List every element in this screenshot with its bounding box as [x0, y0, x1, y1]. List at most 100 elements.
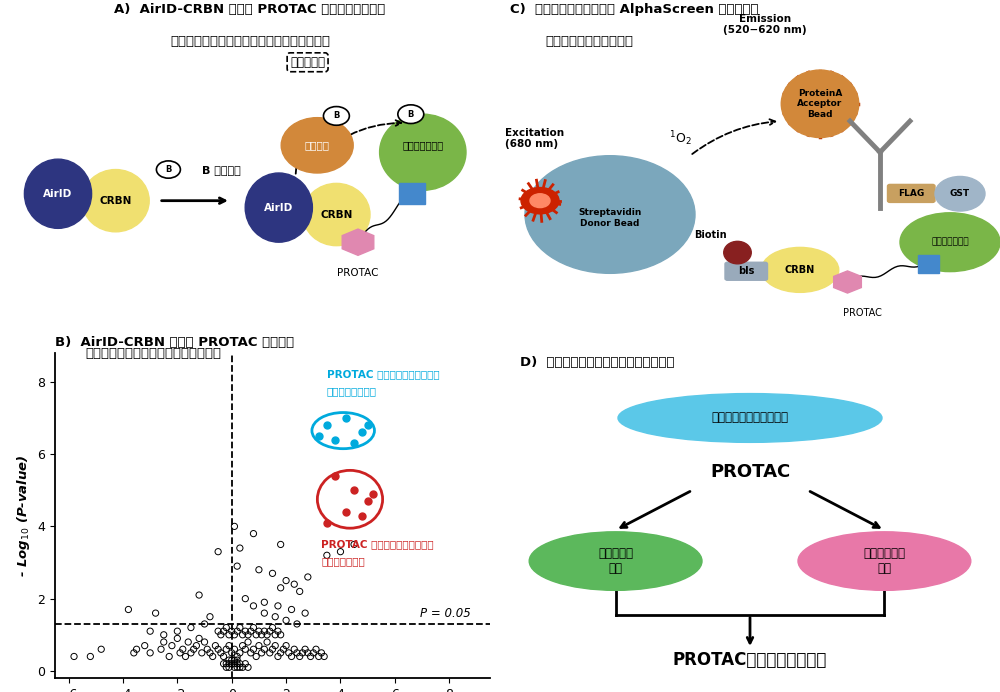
Text: AirID: AirID	[264, 203, 293, 212]
Circle shape	[156, 161, 180, 178]
Point	[120, 604, 136, 615]
Point	[237, 626, 253, 637]
Point	[240, 662, 256, 673]
Circle shape	[398, 104, 424, 123]
Point	[273, 647, 289, 658]
Point	[273, 629, 289, 640]
Ellipse shape	[303, 183, 370, 246]
Point	[264, 622, 280, 633]
Point	[183, 647, 199, 658]
Text: ネオ基質: ネオ基質	[305, 140, 330, 150]
Point	[137, 640, 153, 651]
Text: PROTAC応答における解析: PROTAC応答における解析	[673, 651, 827, 669]
Text: タンパク質候補: タンパク質候補	[321, 556, 365, 566]
Point	[216, 626, 232, 637]
Point	[311, 651, 327, 662]
Point	[289, 619, 305, 630]
Point	[229, 651, 245, 662]
Point	[319, 549, 335, 561]
Point	[273, 539, 289, 550]
Point	[164, 640, 180, 651]
Text: B: B	[333, 111, 340, 120]
Point	[210, 644, 226, 655]
Text: および標的タンパク質のビオチン化の模式図: および標的タンパク質のビオチン化の模式図	[170, 35, 330, 48]
Point	[346, 539, 362, 550]
Point	[161, 651, 177, 662]
Point	[216, 651, 232, 662]
Point	[194, 647, 210, 658]
Point	[278, 575, 294, 586]
Text: CRBN: CRBN	[320, 210, 353, 219]
Point	[256, 597, 272, 608]
Point	[264, 644, 280, 655]
Text: Biotin: Biotin	[694, 230, 726, 240]
Point	[262, 626, 278, 637]
Point	[284, 651, 300, 662]
Point	[213, 629, 229, 640]
Text: CRBN: CRBN	[785, 265, 815, 275]
Point	[199, 644, 215, 655]
Text: Emission
(520−620 nm): Emission (520−620 nm)	[723, 14, 807, 35]
Point	[354, 427, 370, 438]
Point	[172, 647, 188, 658]
Point	[248, 629, 264, 640]
Point	[245, 644, 261, 655]
Circle shape	[530, 194, 550, 208]
Point	[270, 651, 286, 662]
Point	[256, 644, 272, 655]
Point	[224, 626, 240, 637]
Text: 既知のタンパク質: 既知のタンパク質	[327, 386, 377, 396]
Point	[313, 647, 329, 658]
Point	[346, 484, 362, 495]
Point	[251, 640, 267, 651]
Point	[338, 507, 354, 518]
Text: 分解される
基質: 分解される 基質	[598, 547, 633, 575]
Point	[221, 629, 237, 640]
Point	[232, 622, 248, 633]
Text: CRBN: CRBN	[99, 196, 132, 206]
Ellipse shape	[281, 118, 353, 173]
Point	[202, 611, 218, 622]
Point	[270, 626, 286, 637]
Point	[251, 626, 267, 637]
Ellipse shape	[618, 394, 882, 442]
Text: PROTAC: PROTAC	[337, 268, 379, 278]
Text: P = 0.05: P = 0.05	[420, 607, 471, 619]
Point	[207, 640, 223, 651]
Point	[232, 658, 248, 669]
Point	[221, 658, 237, 669]
Point	[221, 662, 237, 673]
Text: B: B	[165, 165, 172, 174]
Point	[82, 651, 98, 662]
Point	[251, 564, 267, 575]
Point	[235, 629, 251, 640]
FancyBboxPatch shape	[725, 262, 768, 280]
Text: ビオチン化タンパク質の網羅的な解析: ビオチン化タンパク質の網羅的な解析	[85, 347, 221, 360]
Point	[275, 644, 291, 655]
Ellipse shape	[798, 531, 971, 590]
Text: bls: bls	[738, 266, 755, 276]
FancyBboxPatch shape	[918, 255, 939, 273]
Point	[338, 412, 354, 424]
Point	[226, 629, 242, 640]
Text: FLAG: FLAG	[898, 189, 925, 198]
Point	[229, 655, 245, 666]
Point	[256, 608, 272, 619]
Point	[319, 517, 335, 528]
Point	[169, 626, 185, 637]
Point	[218, 644, 234, 655]
Point	[284, 604, 300, 615]
Point	[232, 662, 248, 673]
Point	[175, 644, 191, 655]
Point	[311, 430, 327, 441]
Point	[354, 510, 370, 521]
Point	[226, 658, 242, 669]
Point	[126, 647, 142, 658]
Point	[262, 647, 278, 658]
Text: $^1$O$_2$: $^1$O$_2$	[669, 129, 691, 148]
Point	[237, 644, 253, 655]
Point	[229, 658, 245, 669]
Ellipse shape	[724, 242, 751, 264]
Text: 分解されない
基質: 分解されない 基質	[863, 547, 905, 575]
Point	[229, 561, 245, 572]
